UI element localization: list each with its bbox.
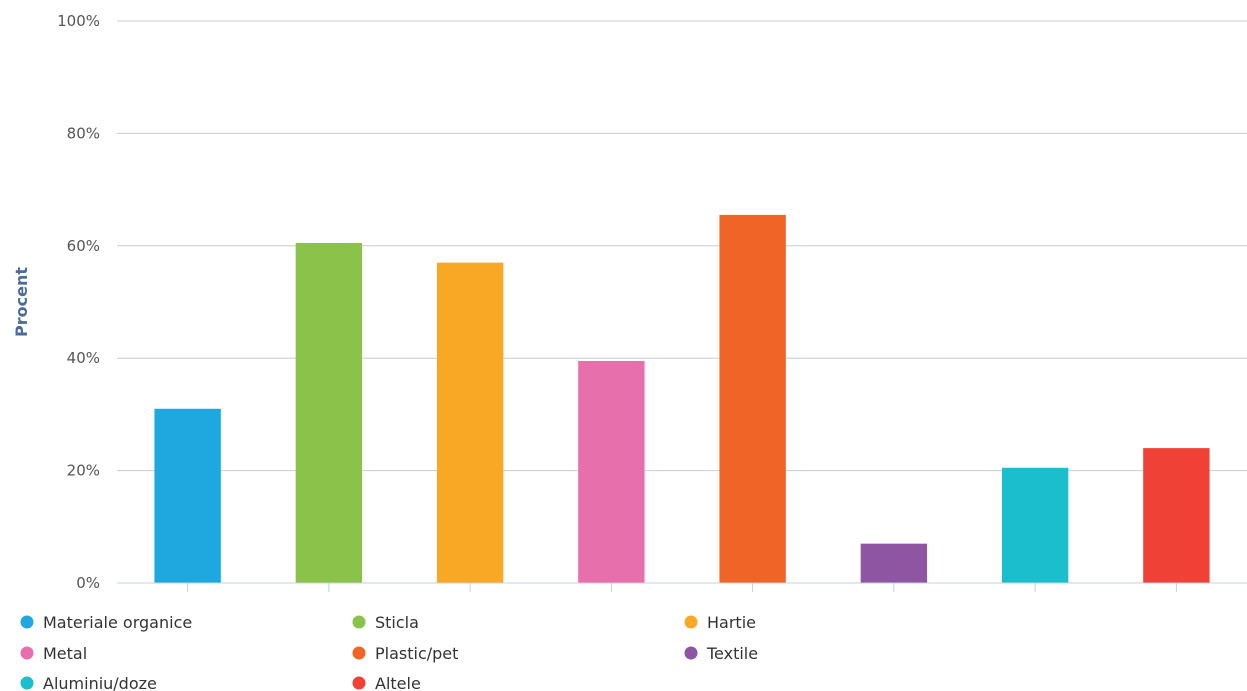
legend-marker (20, 676, 34, 690)
bar-hartie[interactable] (436, 262, 504, 583)
legend-marker (352, 676, 366, 690)
x-axis-ticks (187, 583, 1177, 592)
y-tick-label: 0% (76, 574, 100, 592)
legend: Materiale organice Sticla Hartie Metal Plast… (20, 613, 759, 691)
bar-metal[interactable] (578, 361, 645, 583)
legend-label: Sticla (375, 613, 419, 632)
bar-aluminiu-doze[interactable] (1001, 467, 1069, 583)
legend-marker (684, 646, 698, 660)
legend-item-materiale-organice[interactable]: Materiale organice (20, 613, 193, 632)
bars (154, 214, 1210, 584)
legend-label: Textile (706, 644, 758, 663)
y-tick-label: 40% (67, 349, 100, 367)
y-axis-ticks: 0% 20% 40% 60% 80% 100% (57, 12, 100, 592)
legend-label: Altele (375, 674, 421, 691)
legend-label: Metal (43, 644, 87, 663)
legend-label: Materiale organice (43, 613, 192, 632)
legend-marker (20, 646, 34, 660)
y-tick-label: 100% (57, 12, 100, 30)
legend-item-sticla[interactable]: Sticla (352, 613, 419, 632)
legend-item-plastic-pet[interactable]: Plastic/pet (352, 644, 459, 663)
y-tick-label: 20% (67, 462, 100, 480)
legend-marker (20, 615, 34, 629)
legend-item-hartie[interactable]: Hartie (684, 613, 756, 632)
legend-label: Hartie (707, 613, 756, 632)
y-axis-title: Procent (12, 267, 31, 337)
bar-materiale-organice[interactable] (154, 408, 221, 583)
legend-label: Plastic/pet (375, 644, 458, 663)
bar-altele[interactable] (1143, 448, 1210, 583)
bar-sticla[interactable] (295, 242, 363, 584)
legend-item-metal[interactable]: Metal (20, 644, 88, 663)
legend-marker (352, 646, 366, 660)
legend-item-aluminiu-doze[interactable]: Aluminiu/doze (20, 674, 157, 691)
bar-plastic-pet[interactable] (719, 214, 786, 583)
legend-label: Aluminiu/doze (43, 674, 157, 691)
gridlines (117, 20, 1247, 472)
legend-item-textile[interactable]: Textile (684, 644, 759, 663)
legend-marker (684, 615, 698, 629)
bar-textile[interactable] (860, 543, 928, 583)
legend-marker (352, 615, 366, 629)
y-tick-label: 80% (67, 124, 100, 142)
y-tick-label: 60% (67, 237, 100, 255)
legend-item-altele[interactable]: Altele (352, 674, 421, 691)
